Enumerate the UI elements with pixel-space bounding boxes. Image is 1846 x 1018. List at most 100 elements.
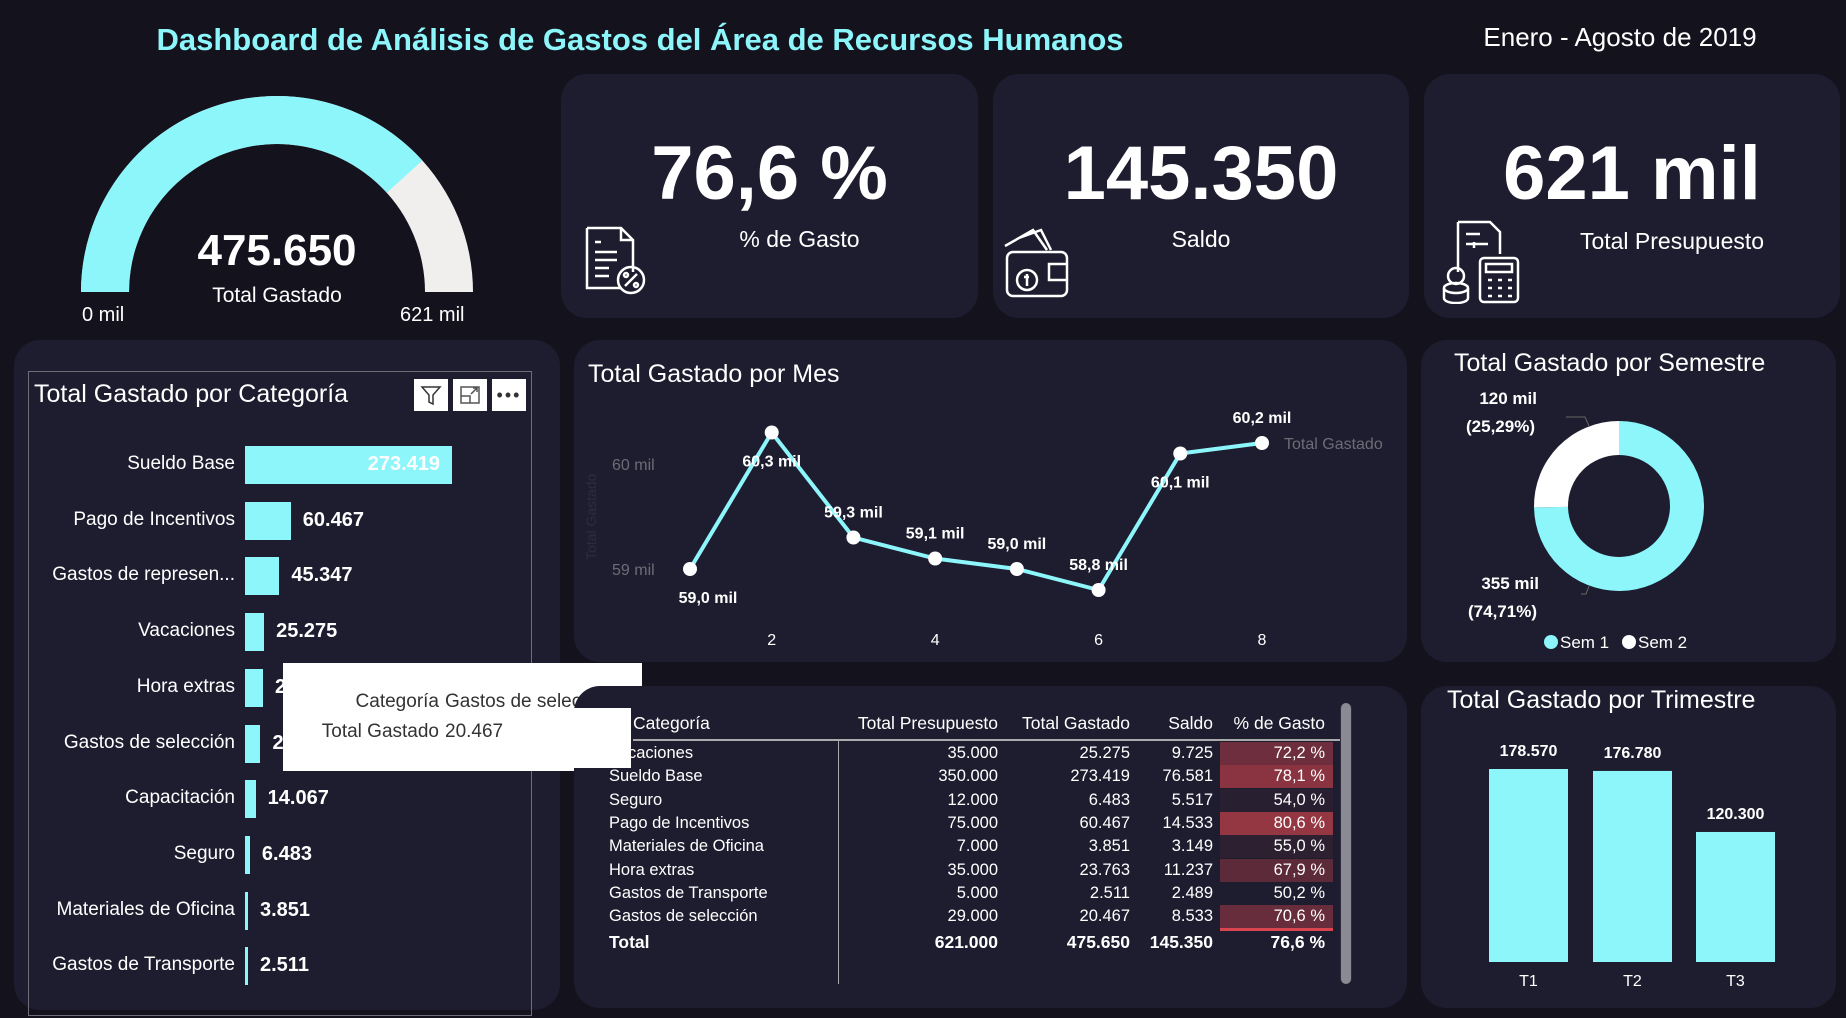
column-header[interactable]: Total Gastado <box>1022 713 1130 733</box>
gauge-chart <box>81 95 473 292</box>
row-value: 5.517 <box>1171 790 1213 809</box>
category-label: Seguro <box>173 842 235 864</box>
donut-label: 120 mil <box>1479 389 1537 408</box>
x-tick-label: T3 <box>1726 973 1745 990</box>
data-point <box>1173 446 1188 461</box>
filter-icon[interactable] <box>414 379 448 411</box>
kpi-value: 145.350 <box>1063 131 1339 216</box>
row-value: 23.763 <box>1079 860 1130 879</box>
gauge-min: 0 mil <box>82 304 125 326</box>
category-label: Vacaciones <box>138 620 235 642</box>
heat-cell <box>1220 858 1333 882</box>
kpi-value: 621 mil <box>1503 131 1761 216</box>
bar-value-label: 178.570 <box>1500 743 1558 760</box>
row-value: 273.419 <box>1070 767 1130 786</box>
kpi-label: Saldo <box>1171 226 1231 252</box>
kpi-label: % de Gasto <box>739 226 860 252</box>
bar-value-label: 14.067 <box>267 787 329 810</box>
month-line-chart: 59 mil 60 mil 2 4 6 8 Total Gastado 59,0 mil 60,… <box>583 410 1383 649</box>
document-percent-icon <box>585 226 646 295</box>
table-body: Vacaciones 35.000 25.275 9.725 72,2 % Sueldo … <box>574 742 1374 931</box>
category-bar[interactable] <box>245 724 261 763</box>
row-value: 2.511 <box>1089 883 1130 902</box>
column-header[interactable]: % de Gasto <box>1233 713 1325 733</box>
row-value: 7.000 <box>956 837 998 856</box>
kpi-card-presupuesto: 621 mil Total Presupuesto <box>1424 74 1840 318</box>
data-label: 59,0 mil <box>988 536 1047 553</box>
kpi-card-saldo: 145.350 Saldo <box>993 74 1409 318</box>
row-value: 48.000 <box>798 930 998 931</box>
row-value: 2.489 <box>1171 883 1213 902</box>
row-value: 72,2 % <box>1273 744 1325 762</box>
x-tick-label: 2 <box>767 632 776 649</box>
kpi-value: 76,6 % <box>651 131 888 216</box>
semester-donut-chart: 355 mil (74,71%) 120 mil (25,29%) Sem 1 Sem 2 <box>1466 389 1704 652</box>
total-cell: Total <box>609 932 650 952</box>
category-bar[interactable] <box>245 947 248 986</box>
series-label: Total Gastado <box>1284 436 1383 453</box>
dashboard-title: Dashboard de Análisis de Gastos del Área… <box>156 22 1124 57</box>
category-label: Gastos de Transporte <box>52 954 235 976</box>
total-cell: 475.650 <box>1066 932 1130 952</box>
kpi-label: Total Presupuesto <box>1579 228 1765 254</box>
donut-label: (74,71%) <box>1468 602 1537 621</box>
tooltip-key: Total Gastado <box>321 721 439 742</box>
month-chart-panel: Total Gastado por Mes <box>574 340 1407 662</box>
donut-slice <box>1534 421 1619 508</box>
category-bar[interactable] <box>245 501 291 540</box>
bar-value-label: 45.347 <box>291 564 353 587</box>
category-label: Gastos de selección <box>63 731 235 753</box>
bar-value-label: 3.851 <box>260 898 311 921</box>
bar-value-label: 120.300 <box>1707 806 1765 823</box>
category-bar[interactable] <box>245 446 452 484</box>
row-category: Pago de Incentivos <box>609 813 750 832</box>
x-tick-label: 4 <box>931 632 940 649</box>
quarter-bar[interactable] <box>1489 769 1568 962</box>
data-label: 59,3 mil <box>824 505 883 522</box>
row-category: Hora extras <box>609 860 695 879</box>
row-value: 70,6 % <box>1273 907 1325 926</box>
row-value: 76.581 <box>1162 767 1213 786</box>
tooltip-key: Categoría <box>355 691 439 712</box>
quarter-bar[interactable] <box>1593 770 1672 962</box>
category-bar[interactable] <box>245 835 250 874</box>
category-bar[interactable] <box>245 891 248 930</box>
row-category: Materiales de Oficina <box>609 837 764 856</box>
category-bar[interactable] <box>245 613 265 652</box>
row-value: 67,9 % <box>1273 860 1325 879</box>
donut-label: 355 mil <box>1481 574 1539 593</box>
quarter-bar[interactable] <box>1696 831 1775 962</box>
row-value: 50,2 % <box>1273 883 1325 902</box>
column-header[interactable]: Categoría <box>633 713 710 733</box>
column-divider <box>838 741 839 984</box>
tooltip-value: 20.467 <box>445 721 504 742</box>
data-point <box>1091 583 1106 597</box>
semester-chart-panel: Total Gastado por Semestre <box>1421 340 1836 662</box>
category-bar[interactable] <box>245 668 263 707</box>
category-table: Categoría Total Presupuesto Total Gastado S… <box>574 686 1407 1008</box>
category-bar[interactable] <box>245 557 280 596</box>
row-value: 35.000 <box>947 744 998 762</box>
y-axis-title: Total Gastado <box>583 473 599 560</box>
data-label: 59,0 mil <box>679 590 738 607</box>
category-label: Materiales de Oficina <box>56 898 235 920</box>
row-value: 54,0 % <box>1273 790 1325 809</box>
column-header[interactable]: Total Presupuesto <box>857 713 998 733</box>
bar-value-label: 2.511 <box>260 954 309 977</box>
row-value: 350.000 <box>938 767 998 786</box>
category-chart-visual[interactable]: Total Gastado por Categoría ••• Sueldo B… <box>28 371 532 1016</box>
table-scrollbar[interactable] <box>1340 703 1352 984</box>
row-category: Gastos de Transporte <box>609 883 768 902</box>
more-options-icon[interactable]: ••• <box>492 379 526 411</box>
heat-cell <box>1220 811 1333 835</box>
row-value: 12.000 <box>947 790 998 809</box>
category-bar[interactable] <box>245 780 256 819</box>
scrollbar-thumb[interactable] <box>1341 703 1351 984</box>
column-header[interactable]: Saldo <box>1168 713 1213 733</box>
heat-cell <box>1220 835 1333 859</box>
line-series <box>688 428 1263 593</box>
row-value: 75.000 <box>947 813 998 832</box>
row-value: 35.000 <box>947 860 998 879</box>
focus-mode-icon[interactable] <box>453 379 487 411</box>
donut-slice <box>1534 421 1704 591</box>
